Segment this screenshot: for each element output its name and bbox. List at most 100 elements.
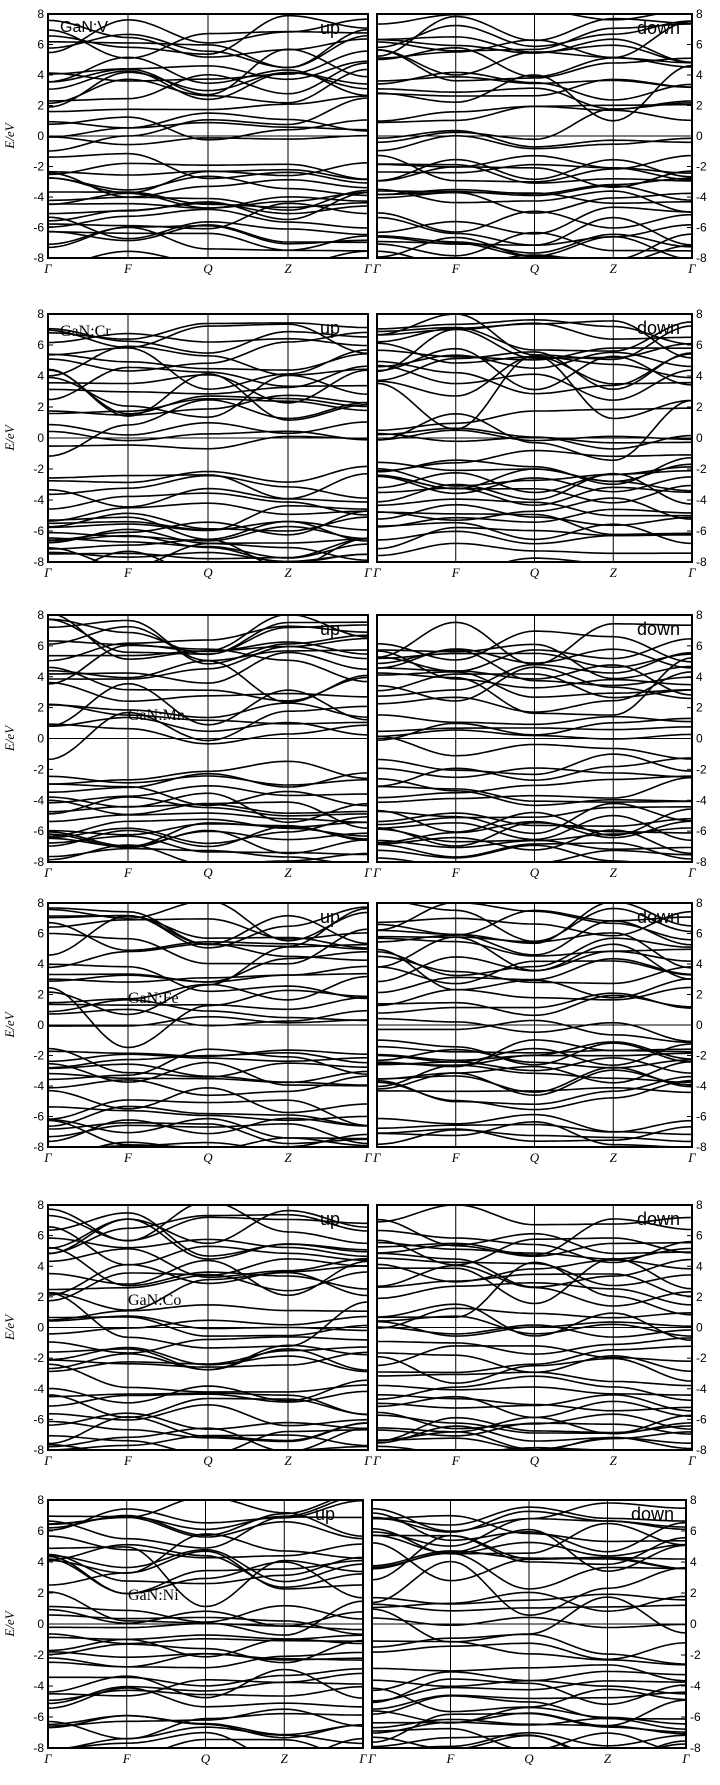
y-tick-label: 8 bbox=[37, 1198, 44, 1212]
band-line bbox=[48, 1226, 368, 1266]
band-line bbox=[377, 812, 692, 828]
band-line bbox=[377, 23, 692, 52]
band-line bbox=[48, 70, 368, 101]
y-tick-label: 4 bbox=[690, 1555, 697, 1569]
spin-up-panel-bands bbox=[48, 322, 368, 562]
spin-label: down bbox=[637, 1209, 680, 1229]
band-line bbox=[377, 177, 692, 196]
band-line bbox=[377, 1069, 692, 1097]
y-tick-label: 8 bbox=[696, 896, 703, 910]
band-line bbox=[377, 322, 692, 340]
band-line bbox=[48, 374, 368, 419]
band-line bbox=[372, 1512, 686, 1553]
y-tick-label: 0 bbox=[37, 1321, 44, 1335]
y-tick-label: -2 bbox=[696, 1351, 707, 1365]
band-line bbox=[48, 1263, 368, 1296]
band-line bbox=[48, 1237, 368, 1258]
band-line bbox=[377, 1307, 692, 1329]
band-line bbox=[377, 318, 692, 345]
band-line bbox=[377, 1241, 692, 1260]
band-line bbox=[377, 449, 692, 472]
band-line bbox=[48, 1516, 363, 1549]
band-line bbox=[377, 20, 692, 59]
band-line bbox=[48, 353, 368, 371]
kpoint-label: Γ bbox=[363, 1150, 372, 1165]
band-line bbox=[48, 1061, 368, 1087]
y-tick-label: -4 bbox=[33, 493, 44, 507]
band-line bbox=[48, 1271, 368, 1311]
band-line bbox=[377, 657, 692, 716]
kpoint-label: F bbox=[451, 1150, 461, 1165]
band-line bbox=[377, 191, 692, 214]
band-line bbox=[377, 154, 692, 183]
band-line bbox=[503, 557, 593, 562]
y-axis-label: E/eV bbox=[2, 121, 17, 149]
band-line bbox=[377, 163, 692, 184]
band-line bbox=[377, 1261, 692, 1319]
band-line bbox=[89, 550, 167, 562]
band-line bbox=[377, 64, 692, 122]
band-line bbox=[48, 1500, 343, 1531]
band-line bbox=[48, 1608, 363, 1628]
y-tick-label: -2 bbox=[33, 1351, 44, 1365]
band-line bbox=[372, 1706, 686, 1725]
y-tick-label: 6 bbox=[37, 639, 44, 653]
material-title: GaN:V bbox=[60, 19, 108, 36]
band-line bbox=[377, 1395, 692, 1419]
y-tick-label: -6 bbox=[33, 221, 44, 235]
band-line bbox=[377, 1259, 692, 1283]
band-line bbox=[48, 1363, 368, 1393]
band-line bbox=[48, 1668, 363, 1699]
band-line bbox=[48, 534, 368, 562]
y-tick-label: 2 bbox=[696, 400, 703, 414]
band-line bbox=[377, 726, 692, 733]
y-tick-label: -8 bbox=[696, 1443, 707, 1457]
y-tick-label: -6 bbox=[33, 1110, 44, 1124]
kpoint-label: Γ bbox=[372, 1453, 381, 1468]
band-line bbox=[48, 1122, 368, 1145]
band-line bbox=[377, 1264, 692, 1307]
band-line bbox=[372, 1514, 686, 1543]
y-tick-label: 8 bbox=[696, 7, 703, 21]
band-line bbox=[377, 1422, 692, 1437]
band-line bbox=[48, 835, 368, 856]
band-line bbox=[377, 757, 692, 787]
band-line bbox=[48, 963, 368, 1000]
y-axis-label: E/eV bbox=[2, 423, 17, 451]
kpoint-label: Z bbox=[284, 261, 292, 276]
spin-label: down bbox=[637, 619, 680, 639]
band-line bbox=[48, 1351, 368, 1368]
band-line bbox=[377, 1120, 692, 1147]
band-line bbox=[48, 1015, 368, 1027]
band-line bbox=[377, 244, 692, 258]
kpoint-label: Γ bbox=[372, 865, 381, 880]
y-tick-label: -2 bbox=[696, 1049, 707, 1063]
y-tick-label: 4 bbox=[37, 957, 44, 971]
band-line bbox=[377, 78, 692, 97]
band-line bbox=[377, 955, 692, 985]
y-tick-label: 8 bbox=[37, 7, 44, 21]
y-tick-label: 0 bbox=[37, 1617, 44, 1631]
y-tick-label: 2 bbox=[37, 1586, 44, 1600]
band-line bbox=[48, 369, 368, 404]
band-line bbox=[377, 994, 692, 1017]
band-line bbox=[48, 48, 368, 96]
band-line bbox=[48, 803, 368, 815]
y-tick-label: -4 bbox=[33, 190, 44, 204]
y-tick-label: -8 bbox=[696, 251, 707, 265]
spin-up-panel-bands bbox=[48, 903, 368, 1147]
band-line bbox=[48, 986, 368, 1049]
band-line bbox=[377, 671, 692, 699]
band-line bbox=[48, 723, 368, 745]
y-tick-label: 0 bbox=[37, 129, 44, 143]
band-line bbox=[377, 916, 692, 956]
band-line bbox=[48, 112, 368, 132]
kpoint-label: Γ bbox=[43, 865, 52, 880]
band-line bbox=[372, 1727, 665, 1748]
band-line bbox=[48, 1634, 363, 1658]
band-line bbox=[48, 1653, 363, 1668]
band-line bbox=[48, 512, 368, 532]
kpoint-label: F bbox=[123, 565, 133, 580]
band-line bbox=[377, 46, 692, 78]
band-line bbox=[377, 1352, 692, 1374]
